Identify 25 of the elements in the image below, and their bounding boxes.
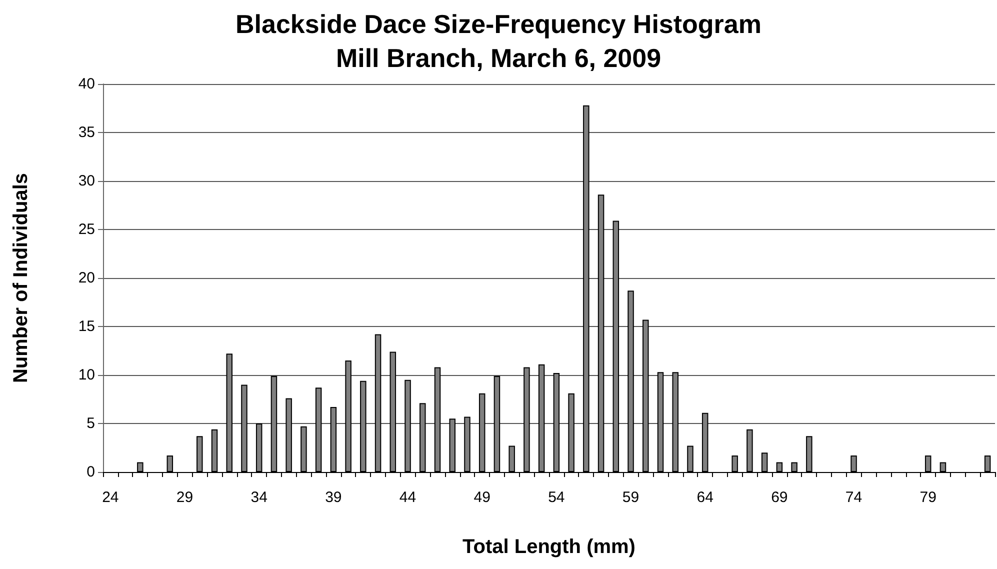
chart-title: Blackside Dace Size-Frequency Histogram	[236, 9, 762, 39]
x-tick-label: 64	[696, 489, 714, 506]
y-tick-label: 40	[78, 76, 95, 92]
y-tick-label: 35	[78, 124, 95, 141]
y-tick-label: 5	[86, 415, 95, 432]
y-tick-label: 0	[86, 464, 95, 480]
y-tick-label: 30	[78, 172, 95, 190]
x-tick-label: 54	[548, 489, 565, 506]
x-tick-label: 59	[622, 489, 640, 506]
x-tick-label: 69	[771, 489, 788, 506]
x-axis-title: Total Length (mm)	[462, 536, 636, 558]
x-tick-label: 24	[102, 489, 119, 506]
x-tick-label: 29	[176, 489, 194, 506]
y-tick-label: 10	[78, 366, 95, 384]
x-tick-label: 49	[474, 489, 490, 506]
y-axis-title: Number of Individuals	[10, 172, 32, 384]
x-tick-label: 74	[845, 489, 862, 506]
y-tick-label: 25	[78, 221, 95, 238]
x-tick-label: 44	[399, 489, 416, 506]
y-tick-label: 20	[78, 270, 95, 286]
chart-subtitle: Mill Branch, March 6, 2009	[336, 43, 662, 73]
x-tick-label: 34	[250, 489, 268, 506]
y-tick-label: 15	[78, 318, 95, 335]
x-tick-label: 39	[325, 489, 342, 506]
x-tick-label: 79	[920, 489, 936, 506]
